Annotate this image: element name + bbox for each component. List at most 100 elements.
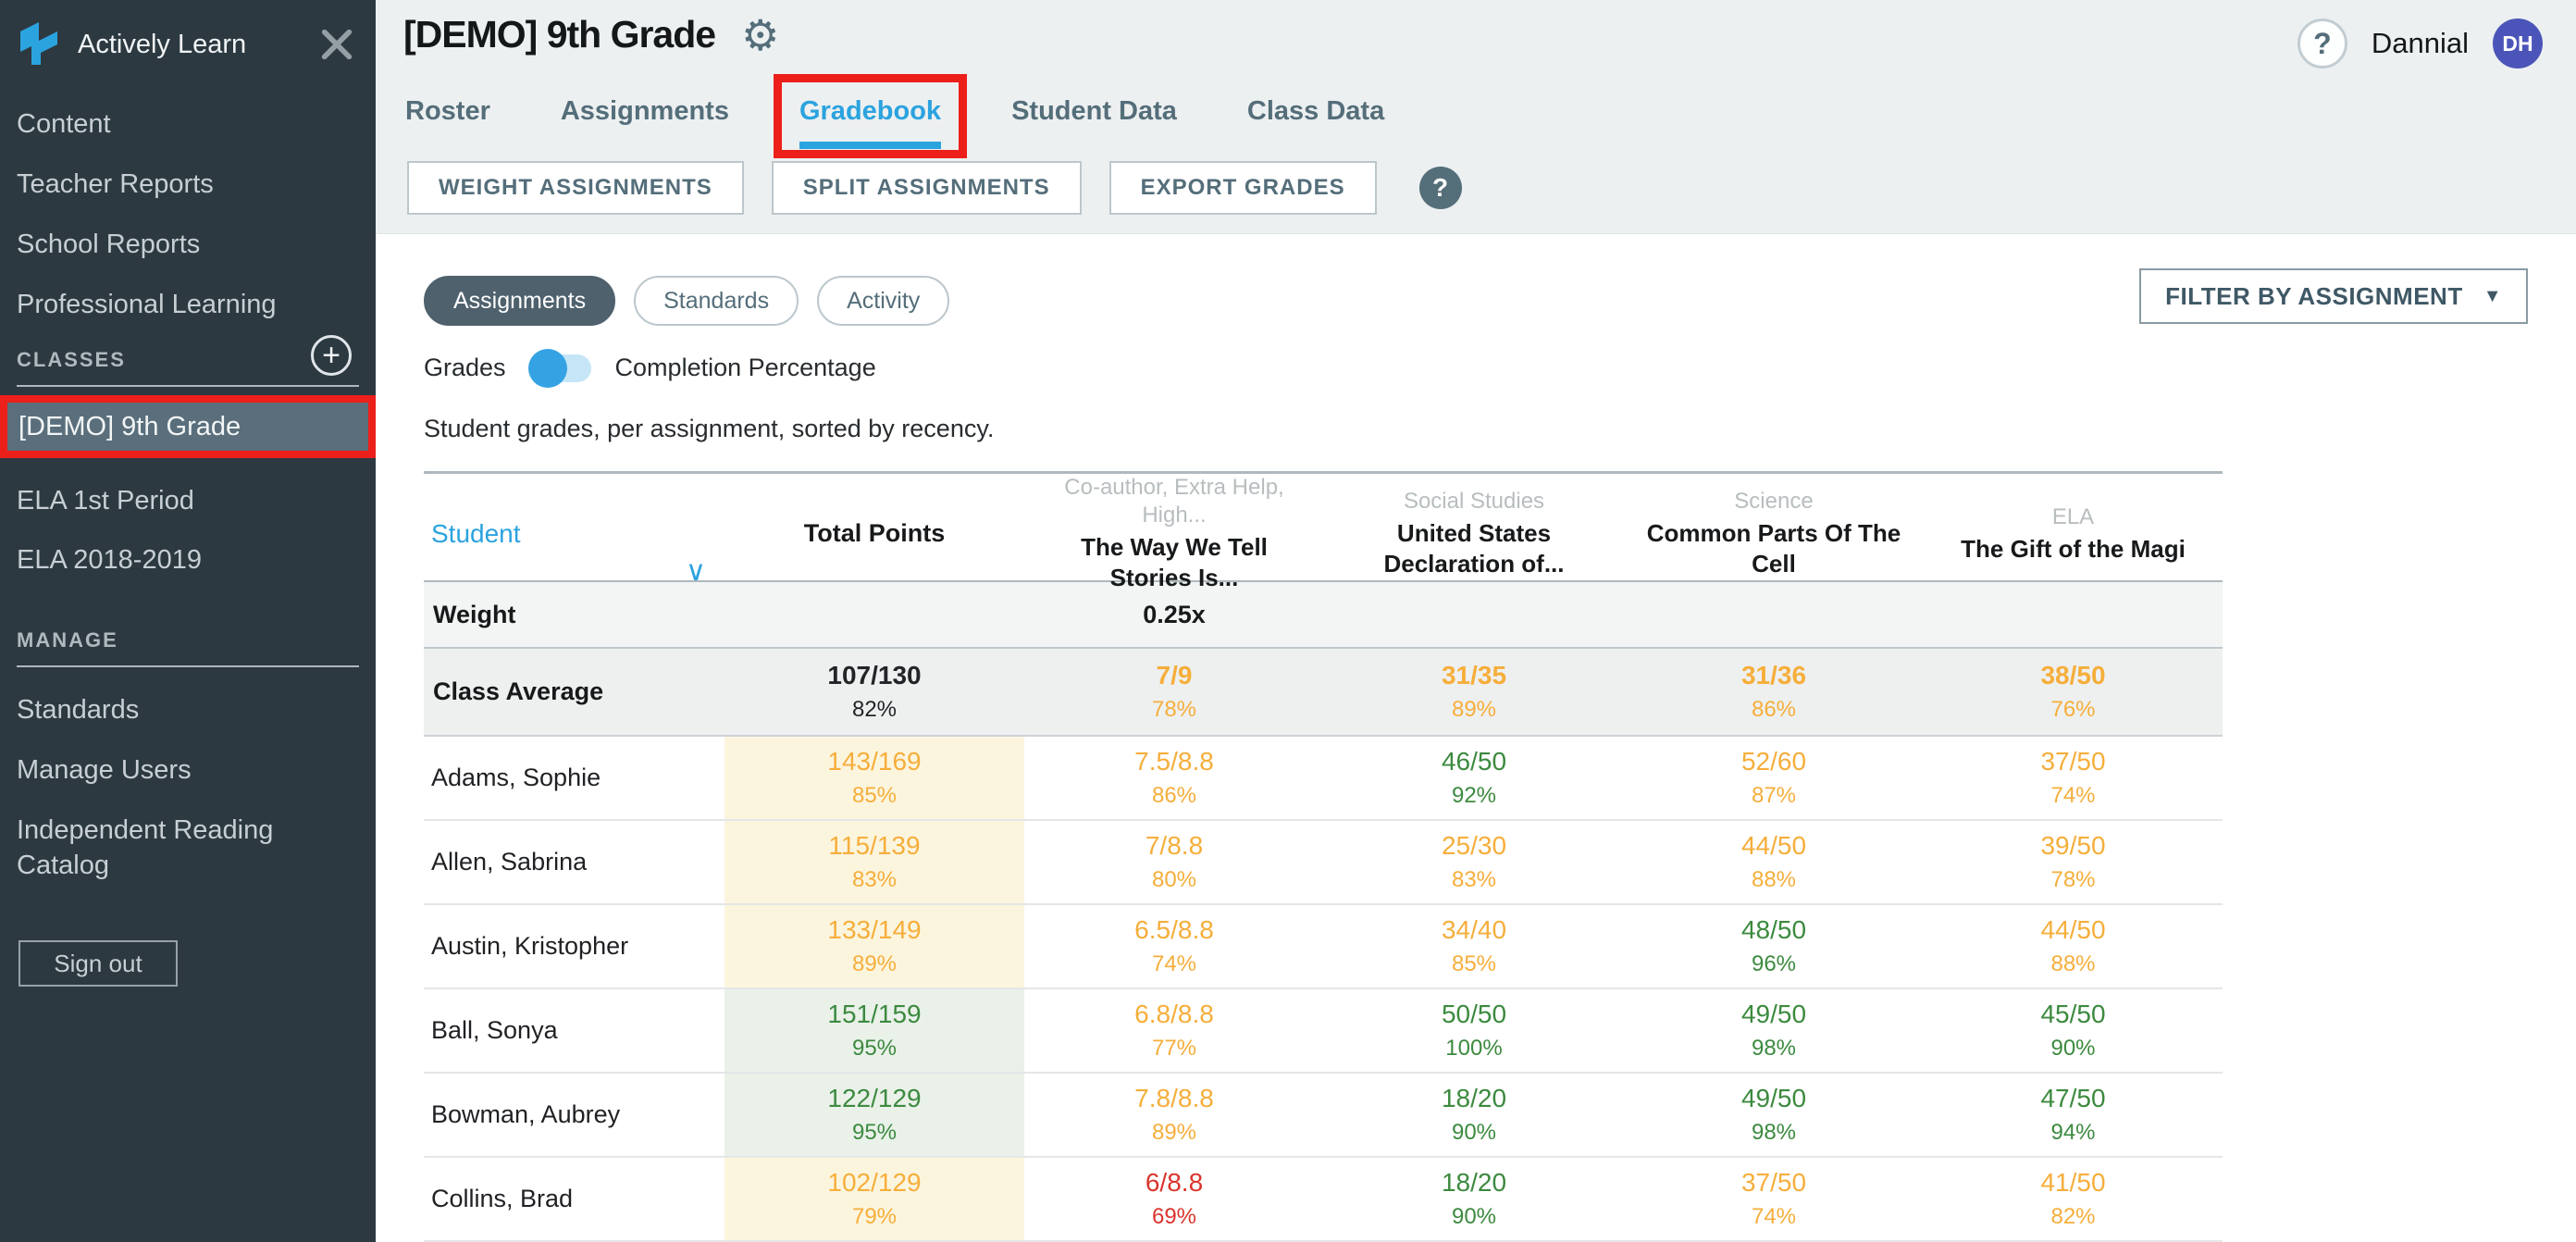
- column-header-assignment-1[interactable]: Co-author, Extra Help, High... The Way W…: [1064, 475, 1284, 591]
- export-grades-button[interactable]: EXPORT GRADES: [1108, 161, 1377, 215]
- sidebar-item-content[interactable]: Content: [17, 109, 111, 139]
- tab-gradebook[interactable]: Gradebook: [773, 74, 968, 158]
- grade-cell[interactable]: 48/50 96%: [1624, 905, 1924, 987]
- grade-cell[interactable]: 7.8/8.8 89%: [1024, 1074, 1324, 1156]
- column-header-assignment-4[interactable]: ELA The Gift of the Magi: [1961, 503, 2186, 563]
- weight-value[interactable]: 0.25x: [1143, 600, 1206, 628]
- sort-chevron-down-icon[interactable]: ∨: [686, 556, 706, 587]
- grade-cell[interactable]: 39/50 78%: [1924, 821, 2223, 903]
- grades-completion-toggle[interactable]: [527, 348, 591, 388]
- percentage-value: 88%: [1751, 867, 1797, 892]
- grade-cell[interactable]: 44/50 88%: [1624, 821, 1924, 903]
- filter-by-assignment-button[interactable]: FILTER BY ASSIGNMENT ▼: [2139, 268, 2528, 324]
- grade-cell[interactable]: 6/8.8 69%: [1024, 1158, 1324, 1240]
- score-value: 49/50: [1740, 1084, 1807, 1112]
- total-points-cell[interactable]: 122/129 95%: [724, 1074, 1024, 1156]
- tab-assignments[interactable]: Assignments: [560, 96, 729, 126]
- sidebar-item-ela-1st-period[interactable]: ELA 1st Period: [17, 486, 194, 515]
- grade-cell[interactable]: 18/20 90%: [1324, 1158, 1624, 1240]
- percentage-value: 82%: [2050, 1204, 2096, 1229]
- percentage-value: 90%: [2050, 1036, 2096, 1061]
- grade-cell[interactable]: 25/30 83%: [1324, 821, 1624, 903]
- weight-assignments-button[interactable]: WEIGHT ASSIGNMENTS: [407, 161, 744, 215]
- sidebar-item-teacher-reports[interactable]: Teacher Reports: [17, 169, 214, 199]
- grade-cell[interactable]: 52/60 87%: [1624, 737, 1924, 819]
- manage-label: MANAGE: [17, 628, 118, 652]
- help-icon[interactable]: ?: [2297, 19, 2347, 68]
- gradebook-help-icon[interactable]: ?: [1418, 167, 1462, 209]
- score-value: 133/149: [827, 915, 922, 944]
- add-class-icon[interactable]: +: [311, 335, 352, 376]
- column-header-assignment-3[interactable]: Science Common Parts Of The Cell: [1646, 489, 1901, 578]
- sidebar-item-school-reports[interactable]: School Reports: [17, 230, 201, 259]
- total-points-cell[interactable]: 133/149 89%: [724, 905, 1024, 987]
- filter-by-assignment-label: FILTER BY ASSIGNMENT: [2165, 281, 2463, 310]
- grade-cell[interactable]: 6.8/8.8 77%: [1024, 989, 1324, 1072]
- sidebar-item-professional-learning[interactable]: Professional Learning: [17, 290, 277, 319]
- grade-cell[interactable]: 45/50 90%: [1924, 989, 2223, 1072]
- avatar[interactable]: DH: [2493, 19, 2543, 68]
- sidebar-item-standards[interactable]: Standards: [17, 695, 140, 725]
- column-header-total-points[interactable]: Total Points: [803, 519, 946, 547]
- sidebar-item-independent-reading-catalog[interactable]: Independent Reading Catalog: [17, 815, 274, 880]
- pill-standards[interactable]: Standards: [634, 276, 799, 326]
- student-name[interactable]: Allen, Sabrina: [431, 848, 588, 876]
- grade-cell[interactable]: 50/50 100%: [1324, 989, 1624, 1072]
- grade-cell[interactable]: 7/8.8 80%: [1024, 821, 1324, 903]
- grade-cell[interactable]: 18/20 90%: [1324, 1074, 1624, 1156]
- toggle-label-grades: Grades: [424, 354, 506, 381]
- grade-cell[interactable]: 41/50 82%: [1924, 1158, 2223, 1240]
- grade-cell[interactable]: 6.5/8.8 74%: [1024, 905, 1324, 987]
- gradebook-actions: WEIGHT ASSIGNMENTS SPLIT ASSIGNMENTS EXP…: [407, 161, 1462, 215]
- percentage-value: 74%: [1751, 1204, 1797, 1229]
- score-value: 7.5/8.8: [1134, 747, 1214, 776]
- grade-cell[interactable]: 37/50 74%: [1624, 1158, 1924, 1240]
- total-points-cell[interactable]: 115/139 83%: [724, 821, 1024, 903]
- column-header-student[interactable]: Student ∨: [424, 474, 724, 593]
- score-value: 18/20: [1441, 1084, 1507, 1112]
- pill-assignments[interactable]: Assignments: [424, 276, 616, 326]
- total-points-cell[interactable]: 143/169 85%: [724, 737, 1024, 819]
- grade-cell[interactable]: 34/40 85%: [1324, 905, 1624, 987]
- total-points-cell[interactable]: 151/159 95%: [724, 989, 1024, 1072]
- percentage-value: 80%: [1151, 867, 1197, 892]
- grade-cell[interactable]: 46/50 92%: [1324, 737, 1624, 819]
- grade-cell[interactable]: 44/50 88%: [1924, 905, 2223, 987]
- score-value: 34/40: [1441, 915, 1507, 944]
- pill-activity[interactable]: Activity: [817, 276, 950, 326]
- percentage-value: 89%: [1151, 1120, 1197, 1145]
- score-value: 7.8/8.8: [1134, 1084, 1214, 1112]
- grade-cell[interactable]: 47/50 94%: [1924, 1074, 2223, 1156]
- class-settings-gear-icon[interactable]: ⚙: [741, 10, 780, 59]
- score-value: 46/50: [1441, 747, 1507, 776]
- sidebar-item-manage-users[interactable]: Manage Users: [17, 755, 192, 785]
- score-value: 50/50: [1441, 1000, 1507, 1028]
- split-assignments-button[interactable]: SPLIT ASSIGNMENTS: [771, 161, 1082, 215]
- student-name[interactable]: Collins, Brad: [431, 1185, 574, 1212]
- sidebar-item-demo-9th-grade[interactable]: [DEMO] 9th Grade: [0, 395, 376, 458]
- grade-cell[interactable]: 37/50 74%: [1924, 737, 2223, 819]
- tab-roster[interactable]: Roster: [405, 96, 490, 126]
- total-points-cell[interactable]: 102/129 79%: [724, 1158, 1024, 1240]
- student-name[interactable]: Ball, Sonya: [431, 1016, 558, 1044]
- student-name[interactable]: Adams, Sophie: [431, 764, 601, 791]
- tab-class-data[interactable]: Class Data: [1246, 96, 1385, 126]
- table-row: Ball, Sonya 151/159 95% 6.8/8.8 77% 50/50 100%…: [424, 989, 2223, 1074]
- grade-cell[interactable]: 49/50 98%: [1624, 989, 1924, 1072]
- score-value: 47/50: [2040, 1084, 2106, 1112]
- grade-cell[interactable]: 7.5/8.8 86%: [1024, 737, 1324, 819]
- sidebar-item-ela-2018-2019[interactable]: ELA 2018-2019: [17, 545, 202, 575]
- score-value: 7/8.8: [1145, 831, 1204, 860]
- column-header-assignment-2[interactable]: Social Studies United States Declaration…: [1383, 489, 1565, 578]
- tab-student-data[interactable]: Student Data: [1011, 96, 1177, 126]
- user-name[interactable]: Dannial: [2371, 27, 2469, 59]
- score-value: 48/50: [1740, 915, 1807, 944]
- percentage-value: 74%: [1151, 951, 1197, 976]
- grade-cell[interactable]: 49/50 98%: [1624, 1074, 1924, 1156]
- percentage-value: 95%: [851, 1036, 898, 1061]
- student-name[interactable]: Bowman, Aubrey: [431, 1100, 621, 1128]
- class-average-cell: 7/9 78%: [1151, 661, 1197, 722]
- sign-out-button[interactable]: Sign out: [19, 940, 178, 987]
- student-name[interactable]: Austin, Kristopher: [431, 932, 629, 960]
- close-sidebar-icon[interactable]: [318, 26, 355, 63]
